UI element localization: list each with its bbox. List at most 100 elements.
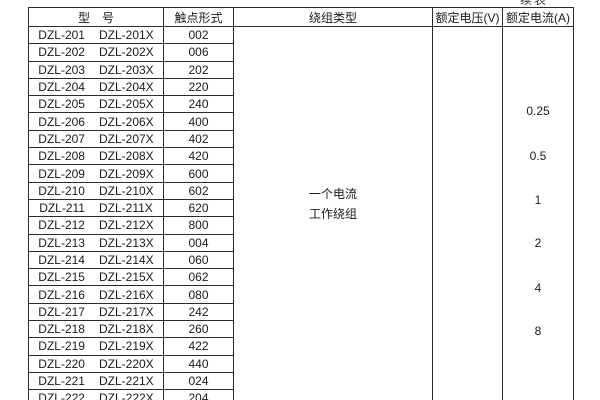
model-pair: DZL-209 DZL-209X [30,166,163,181]
model-pair: DZL-204 DZL-204X [30,80,163,95]
relay-spec-table: 型 号 触点形式 绕组类型 额定电压(V) 额定电流(A) DZL-201 DZ… [28,7,574,400]
model-a: DZL-220 [38,356,85,371]
model-a: DZL-216 [38,287,85,302]
contact-form-cell: 242 [163,302,234,322]
table-row: DZL-221 DZL-221X 024 [28,371,574,391]
model-cell: DZL-204 DZL-204X [28,77,164,97]
model-a: DZL-217 [38,304,85,319]
model-cell: DZL-205 DZL-205X [28,95,164,114]
contact-form-cell: 024 [163,371,234,391]
model-pair: DZL-205 DZL-205X [30,97,163,111]
model-a: DZL-222 [38,391,85,400]
table-row: DZL-203 DZL-203X 202 [28,60,574,79]
contact-form-cell: 240 [163,95,234,114]
model-cell: DZL-217 DZL-217X [28,302,164,322]
rated-voltage-cell [432,26,503,400]
model-b: DZL-210X [98,183,154,198]
model-pair: DZL-210 DZL-210X [30,183,163,198]
winding-type-text: 一个电流 工作绕组 [235,184,432,224]
contact-form-cell: 400 [163,112,234,131]
model-a: DZL-210 [38,183,85,198]
contact-form-cell: 800 [163,216,234,235]
model-b: DZL-209X [98,166,154,181]
contact-form-cell: 002 [163,25,234,45]
contact-form-cell: 202 [163,60,234,79]
winding-type-cell: 一个电流 工作绕组 [233,26,433,400]
model-cell: DZL-222 DZL-222X [28,389,164,400]
table-row: DZL-205 DZL-205X 240 [28,95,574,114]
model-cell: DZL-203 DZL-203X [28,60,164,79]
model-b: DZL-220X [98,356,154,371]
model-pair: DZL-202 DZL-202X [30,45,163,59]
model-a: DZL-211 [39,201,85,216]
contact-form-cell: 080 [163,285,234,304]
contact-form-cell: 062 [163,268,234,287]
contact-form-cell: 602 [163,181,234,200]
model-b: DZL-201X [98,28,154,43]
model-pair: DZL-218 DZL-218X [30,322,163,337]
contact-form-cell: 422 [163,337,234,356]
model-cell: DZL-209 DZL-209X [28,164,164,183]
model-pair: DZL-206 DZL-206X [30,115,163,129]
model-a: DZL-219 [38,339,85,354]
contact-form-cell: 620 [163,198,234,218]
model-a: DZL-207 [38,131,85,146]
contact-form-cell: 420 [163,147,234,166]
model-b: DZL-217X [98,304,154,319]
rated-current-value: 8 [534,324,542,338]
model-b: DZL-212X [98,218,154,233]
table-row: DZL-214 DZL-214X 060 [28,250,574,270]
model-pair: DZL-208 DZL-208X [30,149,163,164]
rated-current-value: 0.5 [529,149,547,163]
header-contact-form: 触点形式 [163,7,234,27]
model-cell: DZL-220 DZL-220X [28,354,164,373]
model-b: DZL-218X [98,322,154,337]
model-b: DZL-213X [98,235,154,250]
model-cell: DZL-216 DZL-216X [28,285,164,304]
model-cell: DZL-206 DZL-206X [28,112,164,131]
table-row: DZL-211 DZL-211X 620 [28,198,574,218]
rated-current-value: 4 [534,281,542,295]
header-model: 型 号 [28,7,164,27]
model-b: DZL-203X [98,62,154,77]
model-cell: DZL-202 DZL-202X [28,43,164,62]
contact-form-cell: 440 [163,354,234,373]
rated-current-value: 1 [534,193,542,207]
model-pair: DZL-219 DZL-219X [30,339,163,354]
model-a: DZL-201 [38,28,85,43]
table-row: DZL-215 DZL-215X 062 [28,268,574,287]
table-row: DZL-208 DZL-208X 420 [28,147,574,166]
model-pair: DZL-201 DZL-201X [30,28,163,43]
model-pair: DZL-213 DZL-213X [30,235,163,250]
contact-form-cell: 060 [163,250,234,270]
contact-form-cell: 006 [163,43,234,62]
model-cell: DZL-201 DZL-201X [28,25,164,45]
model-a: DZL-204 [38,80,85,95]
rated-current-cell: 0.25 0.5 1 2 4 8 [502,26,574,400]
table-body: DZL-201 DZL-201X 002 一个电流 工作绕组 0.25 0.5 1 2… [28,25,574,400]
winding-line: 一个电流 [308,187,357,201]
table-row: DZL-218 DZL-218X 260 [28,320,574,339]
contact-form-cell: 600 [163,164,234,183]
model-cell: DZL-212 DZL-212X [28,216,164,235]
table-row: DZL-207 DZL-207X 402 [28,129,574,149]
model-a: DZL-213 [38,235,85,250]
contact-form-cell: 004 [163,233,234,252]
model-cell: DZL-221 DZL-221X [28,371,164,391]
table-row: DZL-217 DZL-217X 242 [28,302,574,322]
header-rated-voltage: 额定电压(V) [432,7,503,27]
model-cell: DZL-219 DZL-219X [28,337,164,356]
model-cell: DZL-215 DZL-215X [28,268,164,287]
model-cell: DZL-211 DZL-211X [28,198,164,218]
model-cell: DZL-210 DZL-210X [28,181,164,200]
model-cell: DZL-207 DZL-207X [28,129,164,149]
model-a: DZL-218 [38,322,85,337]
model-a: DZL-203 [38,62,85,77]
model-b: DZL-215X [98,270,154,285]
model-pair: DZL-207 DZL-207X [30,131,163,146]
model-b: DZL-208X [98,149,154,164]
model-b: DZL-214X [98,253,154,267]
model-b: DZL-219X [98,339,154,354]
winding-line: 工作绕组 [308,207,357,221]
